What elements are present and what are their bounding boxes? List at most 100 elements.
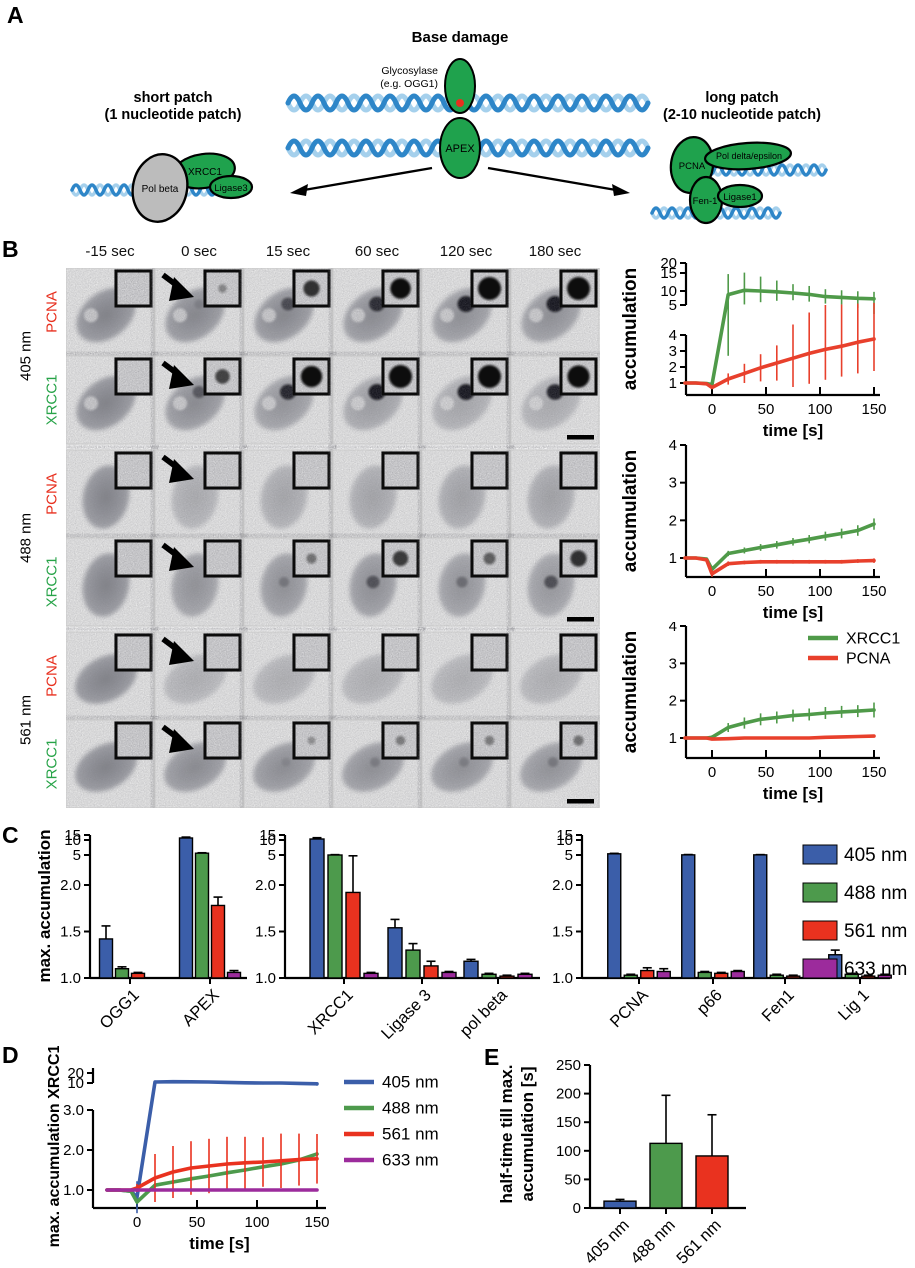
svg-text:10: 10 — [67, 1075, 84, 1092]
glycosylase-label-2: (e.g. OGG1) — [380, 78, 438, 90]
inset-magnified — [203, 539, 242, 578]
series-XRCC1 — [683, 702, 876, 740]
inset-magnified — [292, 451, 331, 490]
arrow-to-long-patch — [487, 166, 617, 192]
legend-label: 633 nm — [382, 1151, 439, 1170]
inset-magnified — [203, 269, 242, 308]
y-axis-title: accumulation — [620, 268, 641, 390]
microscopy-cell — [154, 719, 244, 808]
bar-XRCC1-633-nm — [363, 972, 379, 979]
fen1-label: Fen-1 — [693, 196, 718, 207]
bar-488-nm-half-time — [649, 1142, 683, 1209]
svg-text:10: 10 — [660, 283, 677, 300]
legend: 405 nm 488 nm 561 nm 633 nm — [802, 844, 907, 980]
svg-text:150: 150 — [556, 1114, 581, 1131]
svg-text:100: 100 — [807, 401, 832, 418]
microscopy-cell — [510, 268, 600, 357]
category-label: 405 nm — [581, 1216, 633, 1268]
y-axis-title: max. accumulation — [36, 829, 54, 982]
legend-label: 405 nm — [382, 1073, 439, 1092]
inset-magnified — [292, 539, 331, 578]
microscopy-cell — [154, 537, 244, 627]
bar-OGG1-488-nm — [114, 967, 130, 979]
legend-label: 633 nm — [844, 959, 907, 980]
protein-row-label: PCNA — [43, 291, 61, 333]
microscopy-cell — [66, 537, 155, 627]
svg-text:5: 5 — [565, 847, 573, 864]
microscopy-cell — [66, 449, 155, 539]
protein-row-label: PCNA — [43, 473, 61, 515]
panel-e-label: E — [484, 1044, 500, 1070]
svg-text:1.0: 1.0 — [63, 1182, 84, 1199]
glycosylase-label: Glycosylase — [381, 65, 438, 77]
microscopy-cell — [510, 631, 600, 721]
svg-text:20: 20 — [67, 1065, 84, 1082]
inset-magnified — [203, 451, 242, 490]
inset-magnified — [203, 357, 242, 396]
bar-Ligase-3-405-nm — [387, 927, 403, 979]
svg-text:1.5: 1.5 — [552, 924, 573, 941]
panel-b-label: B — [2, 236, 19, 262]
microscopy-cell — [243, 268, 333, 357]
svg-text:50: 50 — [758, 401, 775, 418]
bar-p66-488-nm — [697, 971, 712, 979]
legend-swatch-icon — [802, 958, 838, 979]
category-label: Fen1 — [759, 986, 798, 1025]
short-patch-subheading: (1 nucleotide patch) — [105, 107, 242, 123]
microscopy-cell — [243, 537, 333, 627]
bar-p66-405-nm — [681, 854, 696, 979]
bar-APEX-633-nm — [226, 971, 242, 979]
legend-label: XRCC1 — [846, 631, 900, 648]
bar-Ligase-3-633-nm — [441, 971, 457, 979]
inset-magnified — [559, 451, 598, 490]
legend-label: 561 nm — [844, 921, 907, 942]
scale-bar — [567, 617, 594, 622]
svg-text:150: 150 — [861, 401, 886, 418]
time-header: -15 sec — [85, 243, 135, 260]
inset-magnified — [381, 721, 420, 760]
bar-APEX-488-nm — [194, 852, 210, 979]
svg-text:250: 250 — [556, 1057, 581, 1074]
bar-XRCC1-488-nm — [327, 854, 343, 979]
microscopy-cell — [421, 449, 511, 539]
microscopy-cell — [421, 268, 511, 357]
glycosylase-enzyme — [444, 58, 476, 114]
inset-magnified — [470, 539, 509, 578]
inset-magnified — [470, 451, 509, 490]
svg-text:100: 100 — [556, 1143, 581, 1160]
inset-magnified — [203, 721, 242, 760]
arrow-to-short-patch — [303, 166, 433, 192]
inset-magnified — [381, 269, 420, 308]
svg-text:10: 10 — [259, 832, 276, 849]
inset-magnified — [559, 357, 598, 396]
inset-magnified — [203, 633, 242, 672]
svg-text:1.0: 1.0 — [60, 970, 81, 987]
inset-magnified — [381, 357, 420, 396]
series-PCNA — [683, 556, 876, 577]
svg-text:2.0: 2.0 — [63, 1142, 84, 1159]
svg-text:1: 1 — [669, 730, 677, 747]
bar-405-nm-half-time — [603, 1200, 637, 1209]
poldelta-protein — [703, 141, 793, 171]
inset-magnified — [114, 451, 153, 490]
irradiation-arrow-icon — [161, 360, 194, 389]
x-axis: 0 50 100 150 — [686, 569, 887, 600]
svg-text:50: 50 — [758, 583, 775, 600]
x-axis-title: time [s] — [763, 603, 823, 622]
legend: XRCC1 PCNA — [808, 631, 900, 668]
svg-text:200: 200 — [556, 1086, 581, 1103]
category-label: p66 — [694, 986, 726, 1018]
protein-row-label: PCNA — [43, 655, 61, 697]
bar-APEX-405-nm — [178, 837, 194, 979]
polbeta-label: Pol beta — [142, 184, 179, 195]
microscopy-cell — [66, 355, 155, 445]
wavelength-label: 561 nm — [17, 694, 35, 746]
svg-text:3: 3 — [669, 343, 677, 360]
base-damage-title: Base damage — [412, 29, 509, 46]
time-header: 120 sec — [439, 243, 493, 260]
legend-label: 561 nm — [382, 1125, 439, 1144]
